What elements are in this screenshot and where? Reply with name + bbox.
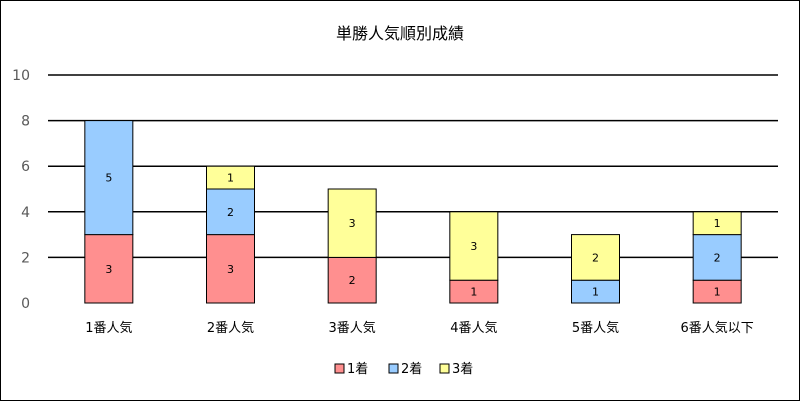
y-tick-label: 0 <box>21 296 30 312</box>
bar-segment <box>692 234 742 281</box>
x-tick-label: 5番人気 <box>572 320 619 336</box>
bar-segment <box>692 211 742 236</box>
y-tick-label: 4 <box>21 205 30 221</box>
data-label: 1 <box>470 286 477 299</box>
bar-segment <box>206 234 255 304</box>
x-tick-label: 6番人気以下 <box>681 320 754 336</box>
bar-segment <box>84 120 134 236</box>
bar-segment <box>206 188 255 236</box>
y-tick-label: 10 <box>12 68 30 84</box>
legend-label: 2着 <box>401 361 422 377</box>
bar-segment <box>571 234 620 281</box>
data-labels: 3 5 3 2 1 2 3 1 3 1 2 1 2 1 <box>105 172 720 299</box>
data-label: 2 <box>714 251 721 264</box>
y-tick-label: 8 <box>21 114 30 130</box>
data-label: 3 <box>105 263 112 276</box>
axis-labels: 0 2 4 6 8 10 1番人気 2番人気 3番人気 4番人気 5番人気 6番人気以下 <box>12 68 754 336</box>
legend-swatch <box>439 363 450 374</box>
bar-segment <box>327 188 377 258</box>
bar-segment <box>206 165 255 190</box>
data-label: 2 <box>592 251 599 264</box>
x-tick-label: 3番人気 <box>329 320 376 336</box>
data-label: 2 <box>227 206 234 219</box>
legend: 1着 2着 3着 <box>334 361 473 377</box>
y-tick-label: 2 <box>21 250 30 266</box>
chart-title: 単勝人気順別成績 <box>335 24 464 43</box>
x-tick-label: 2番人気 <box>207 320 254 336</box>
x-tick-label: 1番人気 <box>85 320 132 336</box>
data-label: 1 <box>592 286 599 299</box>
gridlines <box>48 74 778 259</box>
legend-label: 3着 <box>452 361 473 377</box>
bars <box>84 120 742 304</box>
bar-segment <box>84 234 134 304</box>
legend-swatch <box>334 363 345 374</box>
data-label: 1 <box>714 286 721 299</box>
data-label: 1 <box>714 217 721 230</box>
x-tick-label: 4番人気 <box>450 320 497 336</box>
legend-label: 1着 <box>347 361 368 377</box>
data-label: 1 <box>227 172 234 185</box>
data-label: 2 <box>349 274 356 287</box>
data-label: 5 <box>105 172 112 185</box>
legend-swatch <box>388 363 399 374</box>
bar-segment <box>327 256 377 304</box>
data-label: 3 <box>227 263 234 276</box>
bar-segment <box>449 211 499 281</box>
data-label: 3 <box>470 240 477 253</box>
y-tick-label: 6 <box>21 159 30 175</box>
data-label: 3 <box>349 217 356 230</box>
